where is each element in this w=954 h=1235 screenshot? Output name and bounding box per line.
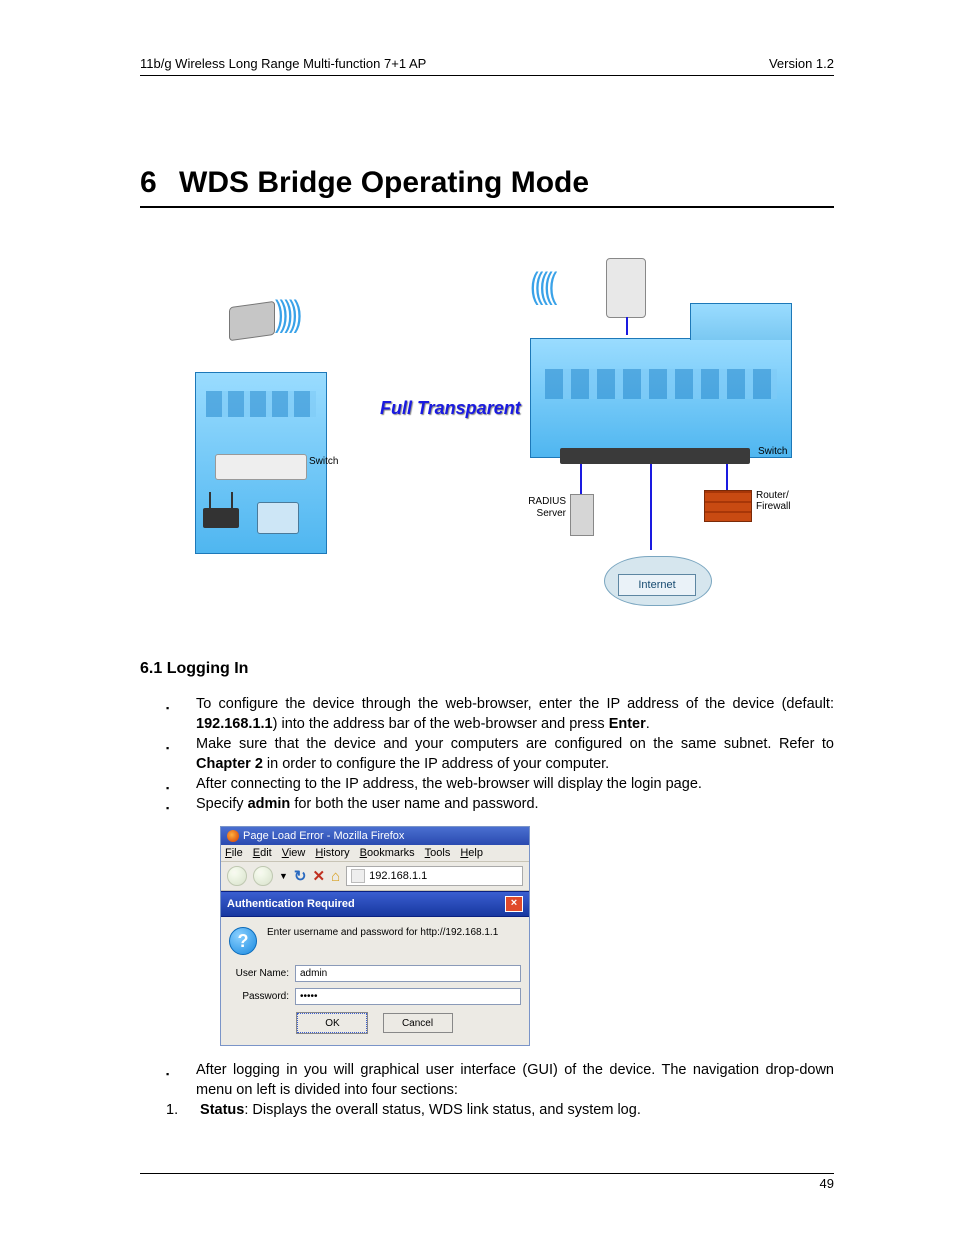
numbered-item: 1. Status: Displays the overall status, …: [140, 1100, 834, 1120]
switch-icon: [215, 454, 307, 480]
header-right: Version 1.2: [769, 56, 834, 71]
username-input[interactable]: [295, 965, 521, 982]
ok-button[interactable]: OK: [297, 1013, 367, 1033]
password-label: Password:: [229, 991, 289, 1002]
password-input[interactable]: [295, 988, 521, 1005]
outdoor-ap-icon: [606, 258, 646, 318]
wireless-router-icon: [203, 508, 239, 528]
item-number: 1.: [166, 1100, 196, 1120]
diagram-left-site: ))))) Switch: [175, 298, 355, 578]
username-label: User Name:: [229, 968, 289, 979]
auth-title-text: Authentication Required: [227, 898, 355, 910]
reload-icon[interactable]: ↻: [294, 867, 307, 885]
menu-tools[interactable]: Tools: [425, 847, 451, 859]
menu-help[interactable]: Help: [460, 847, 483, 859]
auth-dialog-titlebar: Authentication Required ×: [221, 891, 529, 917]
radio-wave-left-icon: (((((: [530, 264, 553, 307]
forward-button-icon[interactable]: [253, 866, 273, 886]
firefox-titlebar: Page Load Error - Mozilla Firefox: [221, 827, 529, 845]
switch-label: Switch: [309, 456, 338, 467]
question-icon: ?: [229, 927, 257, 955]
diagram-right-site: ((((( Switch RADIUS Server Router/ Firew…: [520, 258, 840, 638]
favicon-icon: [351, 869, 365, 883]
address-bar[interactable]: 192.168.1.1: [346, 866, 523, 886]
stop-icon[interactable]: ✕: [313, 867, 326, 885]
cancel-button[interactable]: Cancel: [383, 1013, 453, 1033]
firewall-label: Router/ Firewall: [756, 490, 790, 512]
switch-label: Switch: [758, 446, 787, 457]
building-icon: [530, 338, 792, 458]
list-item: To configure the device through the web-…: [196, 694, 834, 734]
item-bold: Status: [200, 1102, 244, 1118]
menu-view[interactable]: View: [282, 847, 306, 859]
home-icon[interactable]: ⌂: [331, 868, 340, 885]
chapter-number: 6: [140, 166, 157, 199]
auth-prompt-text: Enter username and password for http://1…: [267, 927, 498, 938]
radio-wave-right-icon: ))))): [275, 292, 298, 335]
diagram-center-label: Full Transparent: [380, 398, 521, 419]
computer-icon: [257, 502, 299, 534]
internet-label: Internet: [618, 574, 696, 596]
antenna-icon: [229, 301, 275, 341]
switch-icon: [560, 448, 750, 464]
close-icon[interactable]: ×: [505, 896, 523, 912]
header-left: 11b/g Wireless Long Range Multi-function…: [140, 56, 426, 71]
dropdown-icon[interactable]: ▼: [279, 871, 288, 881]
section-title: Logging In: [167, 660, 249, 677]
chapter-title: WDS Bridge Operating Mode: [179, 166, 589, 199]
chapter-heading: 6 WDS Bridge Operating Mode: [140, 166, 834, 208]
cable-line-icon: [580, 464, 582, 494]
menu-edit[interactable]: Edit: [253, 847, 272, 859]
bullet-list-a: To configure the device through the web-…: [140, 694, 834, 814]
firefox-toolbar: ▼ ↻ ✕ ⌂ 192.168.1.1: [221, 862, 529, 891]
menu-bookmarks[interactable]: Bookmarks: [360, 847, 415, 859]
auth-dialog-body: ? Enter username and password for http:/…: [221, 917, 529, 1045]
network-diagram: Full Transparent ))))) Switch ((((( Swit…: [140, 258, 834, 638]
list-item: Specify admin for both the user name and…: [196, 794, 834, 814]
radius-server-icon: [570, 494, 594, 536]
firefox-window-title: Page Load Error - Mozilla Firefox: [243, 830, 404, 842]
firefox-menubar: File Edit View History Bookmarks Tools H…: [221, 845, 529, 862]
address-text: 192.168.1.1: [369, 870, 427, 882]
radius-label: RADIUS Server: [506, 496, 566, 520]
list-item: After connecting to the IP address, the …: [196, 774, 834, 794]
menu-file[interactable]: File: [225, 847, 243, 859]
doc-footer: 49: [140, 1173, 834, 1191]
page-number: 49: [820, 1176, 834, 1191]
item-rest: : Displays the overall status, WDS link …: [244, 1102, 640, 1118]
cable-line-icon: [650, 464, 652, 550]
firefox-icon: [227, 830, 239, 842]
firewall-icon: [704, 490, 752, 522]
section-heading: 6.1 Logging In: [140, 660, 834, 678]
menu-history[interactable]: History: [315, 847, 349, 859]
bullet-list-b: After logging in you will graphical user…: [140, 1060, 834, 1100]
firefox-window: Page Load Error - Mozilla Firefox File E…: [220, 826, 530, 1046]
section-number: 6.1: [140, 660, 162, 677]
back-button-icon[interactable]: [227, 866, 247, 886]
list-item: Make sure that the device and your compu…: [196, 734, 834, 774]
cable-line-icon: [726, 464, 728, 490]
list-item: After logging in you will graphical user…: [196, 1060, 834, 1100]
doc-header: 11b/g Wireless Long Range Multi-function…: [140, 56, 834, 76]
